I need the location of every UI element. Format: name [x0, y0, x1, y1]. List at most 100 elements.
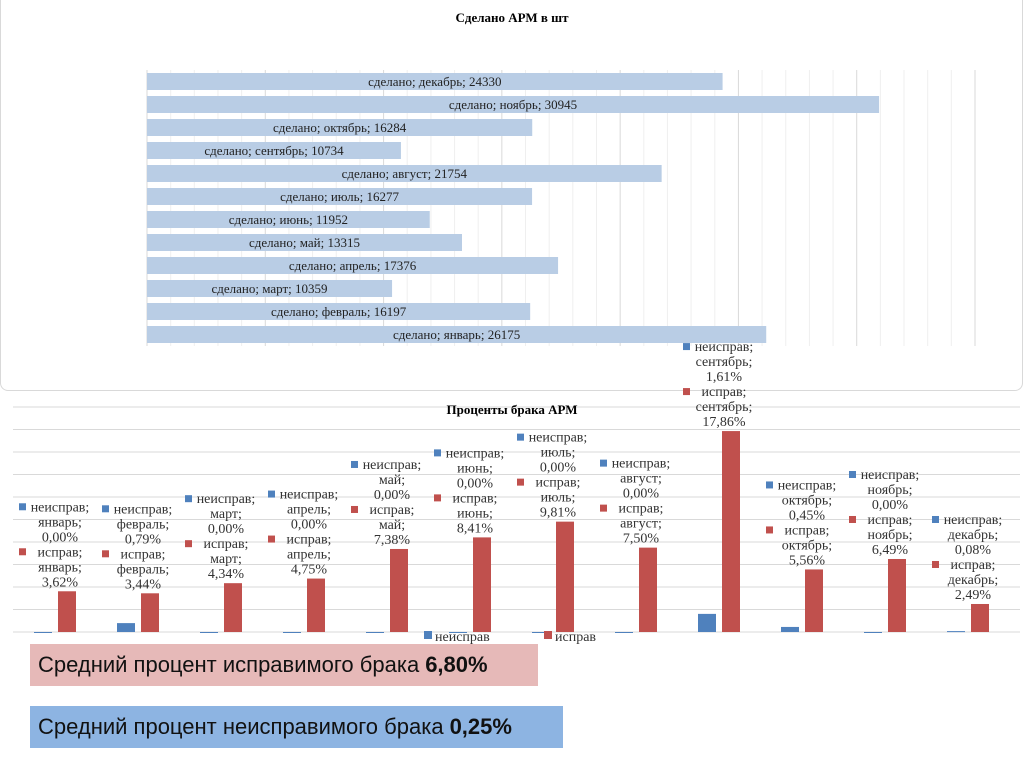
bar-исправ-сентябрь — [722, 431, 740, 632]
bar-май — [147, 234, 462, 251]
data-label-line: апрель; — [287, 548, 331, 563]
data-label-line: неисправ; — [446, 446, 505, 461]
data-label-line: июнь; — [457, 506, 493, 521]
bar-исправ-апрель — [307, 578, 325, 632]
data-label-line: май; — [379, 473, 405, 488]
data-label-исправ-февраль: исправ; февраль; 3,44% — [117, 547, 170, 592]
data-label-line: март; — [210, 507, 242, 522]
bar-август — [147, 165, 662, 182]
label-marker — [268, 490, 275, 498]
data-label-line: январь; — [38, 560, 82, 575]
data-label-line: 0,79% — [125, 532, 162, 547]
data-label-line: исправ; — [868, 513, 913, 528]
data-label: сделано; июнь; 11952 — [229, 212, 348, 227]
data-label-line: август; — [620, 472, 662, 487]
bar-апрель — [147, 257, 559, 274]
data-label-line: 0,00% — [374, 488, 411, 503]
data-label-line: исправ; — [536, 476, 581, 491]
data-label-line: апрель; — [287, 503, 331, 518]
label-marker — [351, 460, 358, 468]
data-label-line: 0,00% — [623, 487, 660, 502]
data-label-исправ-январь: исправ; январь; 3,62% — [38, 545, 83, 590]
data-label-неисправ-апрель: неисправ; апрель; 0,00% — [280, 488, 339, 533]
data-label-неисправ-август: неисправ; август; 0,00% — [612, 457, 671, 502]
data-label-исправ-сентябрь: исправ; сентябрь; 17,86% — [696, 385, 753, 430]
data-label-line: 4,34% — [208, 567, 245, 582]
label-marker — [849, 515, 856, 523]
data-label: сделано; сентябрь; 10734 — [204, 143, 344, 158]
label-marker — [517, 433, 524, 441]
data-label-исправ-апрель: исправ; апрель; 4,75% — [287, 533, 332, 578]
data-label-неисправ-сентябрь: неисправ; сентябрь; 1,61% — [695, 340, 754, 385]
data-label-line: 4,75% — [291, 563, 328, 578]
data-label-line: неисправ; — [529, 431, 588, 446]
data-label-line: неисправ; — [695, 340, 754, 355]
label-marker — [766, 481, 773, 489]
label-marker — [102, 505, 109, 513]
bar-исправ-июнь — [473, 537, 491, 632]
made-arm-chart: Сделано АРМ в шт сделано; январь; 26175 сд… — [146, 10, 976, 346]
data-label-неисправ-ноябрь: неисправ; ноябрь; 0,00% — [861, 468, 920, 513]
data-label: сделано; октябрь; 16284 — [273, 120, 407, 135]
bar-март — [147, 280, 393, 297]
data-label-line: май; — [379, 518, 405, 533]
data-label-line: март; — [210, 552, 242, 567]
bar-исправ-октябрь — [805, 569, 823, 632]
data-label-line: исправ; — [619, 502, 664, 517]
data-label: сделано; ноябрь; 30945 — [449, 97, 577, 112]
avg-unfixable-defect-box: Средний процент неисправимого брака 0,25… — [30, 706, 563, 748]
data-label-line: исправ; — [453, 491, 498, 506]
data-label-неисправ-февраль: неисправ; февраль; 0,79% — [114, 502, 173, 547]
avg-fixable-label: Средний процент исправимого брака — [38, 652, 420, 677]
label-marker — [434, 449, 441, 457]
data-label-line: январь; — [38, 515, 82, 530]
label-marker — [434, 494, 441, 502]
label-marker — [102, 550, 109, 558]
data-label-line: неисправ; — [778, 478, 837, 493]
data-label-line: 0,08% — [955, 543, 992, 558]
data-label-line: исправ; — [121, 547, 166, 562]
data-label-исправ-июль: исправ; июль; 9,81% — [536, 476, 581, 521]
data-label-исправ-июнь: исправ; июнь; 8,41% — [453, 491, 498, 536]
data-label-line: исправ; — [370, 503, 415, 518]
data-label-неисправ-май: неисправ; май; 0,00% — [363, 458, 422, 503]
data-label: сделано; декабрь; 24330 — [368, 74, 501, 89]
data-label-line: июль; — [541, 491, 576, 506]
data-label-line: 7,50% — [623, 532, 660, 547]
data-label-line: неисправ; — [197, 492, 256, 507]
data-label-line: исправ; — [951, 558, 996, 573]
data-label-line: неисправ; — [114, 502, 173, 517]
bar-неисправ-январь — [34, 632, 52, 633]
data-label-line: февраль; — [117, 562, 170, 577]
data-label-line: октябрь; — [782, 538, 832, 553]
data-label-line: сентябрь; — [696, 400, 753, 415]
bar-неисправ-ноябрь — [864, 632, 882, 633]
data-label-line: 0,00% — [540, 461, 577, 476]
data-label-line: 5,56% — [789, 553, 826, 568]
data-label-неисправ-октябрь: неисправ; октябрь; 0,45% — [778, 478, 837, 523]
data-label-line: неисправ; — [944, 513, 1003, 528]
data-label-line: декабрь; — [948, 528, 999, 543]
data-label-исправ-март: исправ; март; 4,34% — [204, 537, 249, 582]
data-label-line: 17,86% — [702, 415, 746, 430]
data-label-исправ-ноябрь: исправ; ноябрь; 6,49% — [867, 513, 912, 558]
data-label-исправ-октябрь: исправ; октябрь; 5,56% — [782, 523, 832, 568]
bar-исправ-май — [390, 548, 408, 632]
bar-неисправ-июнь — [449, 632, 467, 633]
data-label-line: исправ; — [702, 385, 747, 400]
data-label-line: неисправ; — [280, 488, 339, 503]
data-label-line: сентябрь; — [696, 355, 753, 370]
bar-неисправ-июль — [532, 632, 550, 633]
data-label-line: 0,00% — [208, 522, 245, 537]
data-label-line: неисправ; — [612, 457, 671, 472]
bar-неисправ-сентябрь — [698, 613, 716, 632]
data-label: сделано; апрель; 17376 — [289, 258, 417, 273]
bar-октябрь — [147, 119, 533, 136]
avg-fixable-defect-box: Средний процент исправимого брака 6,80% — [30, 644, 538, 686]
legend-label: исправ — [555, 630, 596, 645]
data-label-line: 7,38% — [374, 533, 411, 548]
data-label-неисправ-июнь: неисправ; июнь; 0,00% — [446, 446, 505, 491]
bar-исправ-июль — [556, 521, 574, 632]
label-marker — [932, 560, 939, 568]
